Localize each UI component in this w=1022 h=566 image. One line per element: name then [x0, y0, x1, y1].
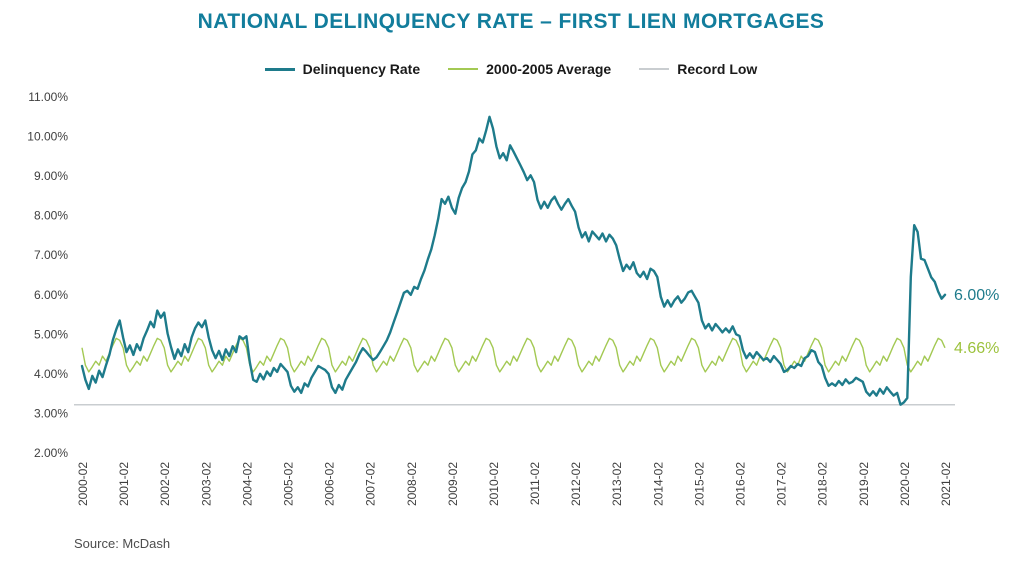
- legend-item-record-low: Record Low: [639, 61, 757, 77]
- y-axis-label: 6.00%: [34, 288, 68, 302]
- x-axis-label: 2012-02: [569, 462, 583, 506]
- x-axis-label: 2008-02: [405, 462, 419, 506]
- legend-swatch-delinquency: [264, 67, 295, 71]
- y-axis-label: 11.00%: [28, 90, 68, 104]
- legend-label-average: 2000-2005 Average: [486, 61, 612, 77]
- chart-legend: Delinquency Rate 2000-2005 Average Recor…: [0, 61, 1022, 77]
- x-axis-label: 2009-02: [446, 462, 460, 506]
- x-axis-label: 2014-02: [651, 462, 665, 506]
- y-axis-label: 4.00%: [34, 367, 68, 381]
- legend-item-average: 2000-2005 Average: [448, 61, 611, 77]
- y-axis-label: 10.00%: [27, 130, 68, 144]
- y-axis-label: 5.00%: [34, 327, 68, 341]
- x-axis-label: 2015-02: [692, 462, 706, 506]
- source-note: Source: McDash: [74, 536, 171, 551]
- value-annotation: 6.00%: [954, 287, 999, 304]
- delinquency-line: [80, 115, 947, 406]
- y-axis-label: 7.00%: [34, 248, 68, 262]
- legend-label-delinquency: Delinquency Rate: [302, 61, 421, 77]
- y-axis-label: 8.00%: [34, 209, 68, 223]
- x-axis-label: 2000-02: [76, 462, 90, 506]
- x-axis-label: 2010-02: [487, 462, 501, 506]
- x-axis-label: 2004-02: [240, 462, 254, 506]
- average-line: [81, 337, 946, 373]
- x-axis-label: 2018-02: [816, 462, 830, 506]
- legend-swatch-average: [448, 68, 479, 70]
- x-axis-label: 2019-02: [857, 462, 871, 506]
- legend-swatch-record-low: [639, 68, 670, 70]
- x-axis-label: 2001-02: [117, 462, 131, 506]
- x-axis-label: 2007-02: [364, 462, 378, 506]
- x-axis-label: 2016-02: [734, 462, 748, 506]
- x-axis-label: 2011-02: [528, 462, 542, 505]
- x-axis-label: 2005-02: [282, 462, 296, 506]
- x-axis-label: 2006-02: [323, 462, 337, 506]
- y-axis-label: 3.00%: [34, 406, 68, 420]
- x-axis-label: 2017-02: [775, 462, 789, 506]
- legend-item-delinquency-rate: Delinquency Rate: [264, 61, 421, 77]
- x-axis-label: 2002-02: [158, 462, 172, 506]
- legend-label-record-low: Record Low: [677, 61, 758, 77]
- x-axis-label: 2003-02: [199, 462, 213, 506]
- chart-title: NATIONAL DELINQUENCY RATE – FIRST LIEN M…: [197, 10, 825, 33]
- y-axis-label: 9.00%: [34, 169, 68, 183]
- y-axis-label: 2.00%: [34, 446, 68, 460]
- value-annotation: 4.66%: [954, 340, 999, 357]
- x-axis-label: 2020-02: [898, 462, 912, 506]
- x-axis-label: 2021-02: [939, 462, 953, 506]
- x-axis-label: 2013-02: [610, 462, 624, 506]
